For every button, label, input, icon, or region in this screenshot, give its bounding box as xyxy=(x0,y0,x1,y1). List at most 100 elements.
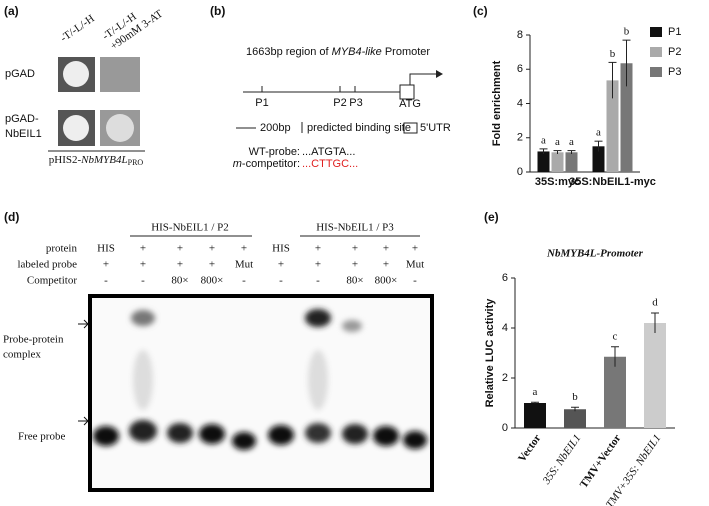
gel-bands xyxy=(93,309,427,450)
error-bar xyxy=(622,39,631,87)
lane-cell: + xyxy=(352,243,358,255)
utr-key xyxy=(403,122,418,134)
bar xyxy=(551,152,564,172)
legend-label: P1 xyxy=(668,26,681,38)
row-label: Competitor xyxy=(27,275,77,287)
colony xyxy=(63,115,89,141)
y-tick-label: 2 xyxy=(502,372,508,384)
row-label: pGAD- xyxy=(5,113,39,125)
arrow-head xyxy=(436,70,443,78)
error-bar xyxy=(531,401,539,404)
y-tick-label: 4 xyxy=(502,322,508,334)
lane-cell: + xyxy=(241,243,247,255)
y-tick-label: 8 xyxy=(517,29,523,41)
band-label: Free probe xyxy=(18,431,65,443)
row-label: NbEIL1 xyxy=(5,128,42,140)
lane-cell: - xyxy=(141,275,145,287)
lane-cell: - xyxy=(279,275,283,287)
probe-label: m-competitor: xyxy=(233,158,300,170)
x-tick-label: TMV+Vector xyxy=(578,432,624,490)
lane-cell: + xyxy=(412,243,418,255)
error-bar xyxy=(608,61,617,99)
legend-swatch xyxy=(650,67,662,77)
legend-label: P3 xyxy=(668,66,681,78)
probe-seq: ...CTTGC... xyxy=(302,158,358,170)
band-label: complex xyxy=(3,349,41,361)
row-label: pGAD xyxy=(5,68,35,80)
band-label: Probe-protein xyxy=(3,334,64,346)
letter: b xyxy=(624,26,630,38)
letter: a xyxy=(555,136,560,148)
legend-swatch xyxy=(650,27,662,37)
lane-cell: HIS xyxy=(97,243,115,255)
caption: pHIS2-NbMYB4LPRO xyxy=(49,154,144,167)
lane-cell: - xyxy=(242,275,246,287)
lane-cell: + xyxy=(315,259,321,271)
error-bar xyxy=(611,346,619,367)
lane-cell: 800× xyxy=(201,275,224,287)
lane-cell: + xyxy=(103,259,109,271)
site-label: P2 xyxy=(333,97,346,109)
bar xyxy=(564,409,586,428)
lane-cell: 80× xyxy=(346,275,363,287)
lane-cell: - xyxy=(316,275,320,287)
lane-cell: 800× xyxy=(375,275,398,287)
x-tick-label: 35S:myc xyxy=(535,176,580,188)
lane-cell: + xyxy=(209,259,215,271)
lane-cell: 80× xyxy=(171,275,188,287)
letter: a xyxy=(533,386,538,398)
group-label: HIS-NbEIL1 / P3 xyxy=(316,222,394,234)
bar xyxy=(565,152,578,172)
panel-label: (e) xyxy=(484,210,499,224)
y-axis-label: Fold enrichment xyxy=(491,60,503,146)
y-tick-label: 6 xyxy=(517,63,523,75)
y-tick-label: 4 xyxy=(517,97,523,109)
lane-cell: Mut xyxy=(235,259,253,271)
legend-label: P2 xyxy=(668,46,681,58)
bar xyxy=(620,63,633,172)
plate xyxy=(100,57,140,92)
colony xyxy=(63,61,89,87)
bar xyxy=(606,80,619,172)
colony xyxy=(106,114,134,142)
tss-arrow xyxy=(409,73,436,85)
letter: a xyxy=(569,136,574,148)
panel-label: (a) xyxy=(4,4,19,18)
x-tick-label: 35S: NbEIL1 xyxy=(540,432,584,487)
legend-text: 5'UTR xyxy=(420,122,451,134)
legend-swatch xyxy=(650,47,662,57)
site-label: P3 xyxy=(349,97,362,109)
bar xyxy=(524,403,546,428)
lane-cell: + xyxy=(352,259,358,271)
group-label: HIS-NbEIL1 / P2 xyxy=(151,222,229,234)
lane-cell: - xyxy=(104,275,108,287)
lane-cell: HIS xyxy=(272,243,290,255)
bar xyxy=(592,146,605,172)
letter: d xyxy=(652,297,658,309)
bar xyxy=(644,323,666,428)
lane-cell: + xyxy=(209,243,215,255)
legend-text: 200bp xyxy=(260,122,291,134)
x-tick-label: Vector xyxy=(516,432,544,464)
lane-cell: + xyxy=(140,259,146,271)
panel-label: (b) xyxy=(210,4,225,18)
error-bar xyxy=(594,140,603,152)
y-tick-label: 2 xyxy=(517,132,523,144)
col-header: -T/-L/-H xyxy=(58,13,96,45)
probe-label: WT-probe: xyxy=(249,146,300,158)
site-label: P1 xyxy=(255,97,268,109)
row-label: protein xyxy=(46,243,78,255)
arrow xyxy=(78,416,89,426)
lane-cell: + xyxy=(383,243,389,255)
utr-box xyxy=(399,84,415,100)
error-bar xyxy=(567,150,576,155)
lane-cell: + xyxy=(278,259,284,271)
y-tick-label: 0 xyxy=(517,166,523,178)
panel-label: (d) xyxy=(4,210,19,224)
lane-cell: + xyxy=(177,243,183,255)
probe-seq: ...ATGTA... xyxy=(302,146,355,158)
y-tick-label: 0 xyxy=(502,422,508,434)
bar xyxy=(604,356,626,428)
letter: b xyxy=(572,391,578,403)
lane-cell: Mut xyxy=(406,259,424,271)
